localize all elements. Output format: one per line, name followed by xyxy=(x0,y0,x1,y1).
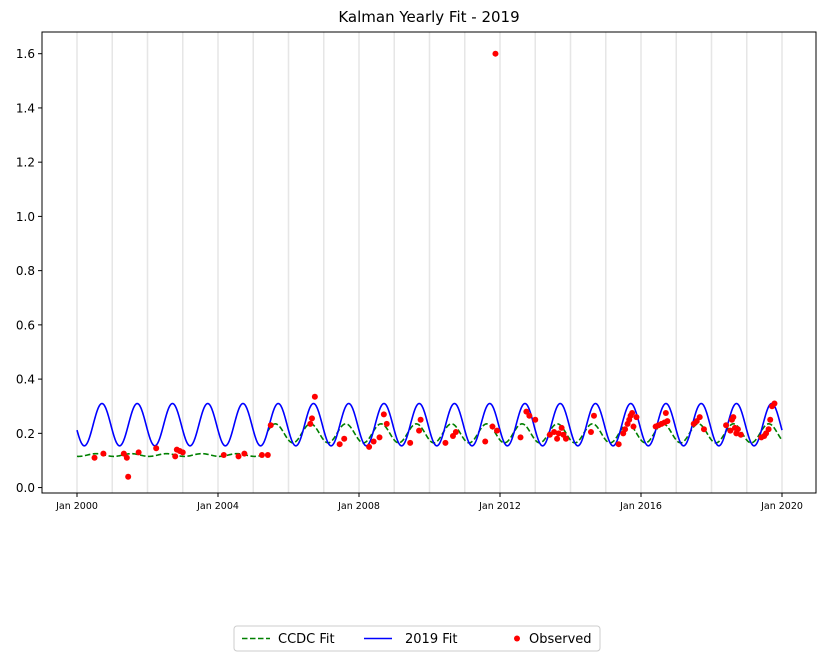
observed-point xyxy=(135,449,142,456)
observed-point xyxy=(730,414,737,421)
chart-title: Kalman Yearly Fit - 2019 xyxy=(338,8,519,26)
observed-point xyxy=(551,428,558,435)
y-tick-label: 0.2 xyxy=(16,427,35,441)
y-tick-label: 1.2 xyxy=(16,156,35,170)
observed-point xyxy=(767,416,774,423)
observed-point xyxy=(555,430,562,437)
observed-point xyxy=(264,452,271,459)
x-tick-label: Jan 2000 xyxy=(55,501,98,512)
observed-point xyxy=(587,428,594,435)
observed-point xyxy=(376,434,383,441)
observed-point xyxy=(172,453,179,460)
observed-point xyxy=(308,415,315,422)
observed-point xyxy=(629,410,636,416)
observed-point xyxy=(153,445,160,452)
observed-point xyxy=(307,420,314,427)
observed-point xyxy=(482,438,489,445)
observed-point xyxy=(700,426,707,433)
observed-point xyxy=(737,431,744,438)
legend: CCDC Fit 2019 Fit Observed xyxy=(233,625,601,652)
y-tick-label: 0.4 xyxy=(16,373,35,387)
observed-point xyxy=(380,411,387,418)
observed-points xyxy=(91,50,778,480)
observed-point xyxy=(442,439,449,446)
observed-point xyxy=(366,443,373,450)
observed-point xyxy=(532,416,539,423)
legend-label-2019-fit: 2019 Fit xyxy=(405,632,457,647)
x-tick-label: Jan 2016 xyxy=(619,501,662,512)
observed-point xyxy=(615,441,622,448)
observed-point xyxy=(407,439,414,446)
observed-point xyxy=(727,427,734,434)
observed-point xyxy=(125,473,132,480)
observed-point xyxy=(416,427,423,434)
observed-point xyxy=(662,410,669,416)
observed-point xyxy=(633,414,640,421)
y-tick-label: 0.8 xyxy=(16,264,35,278)
observed-point xyxy=(696,414,703,421)
x-tick-label: Jan 2012 xyxy=(478,501,521,512)
legend-swatch-observed xyxy=(514,635,520,642)
observed-point xyxy=(100,450,107,457)
observed-point xyxy=(267,422,274,429)
observed-point xyxy=(765,426,772,433)
plot-area-frame xyxy=(41,31,817,494)
ccdc-fit-line xyxy=(76,452,268,458)
observed-point xyxy=(341,435,348,442)
observed-point xyxy=(383,420,390,427)
observed-point xyxy=(590,412,597,419)
y-tick-label: 1.4 xyxy=(16,101,35,115)
observed-point xyxy=(123,454,130,461)
observed-point xyxy=(517,434,524,441)
observed-point xyxy=(771,400,778,407)
observed-point xyxy=(179,449,186,456)
observed-point xyxy=(734,426,741,433)
observed-point xyxy=(494,427,501,434)
observed-point xyxy=(489,423,496,430)
observed-point xyxy=(664,418,671,425)
observed-point xyxy=(562,435,569,442)
observed-point xyxy=(554,435,561,442)
legend-label-observed: Observed xyxy=(529,632,592,647)
observed-point xyxy=(492,50,499,57)
observed-point xyxy=(258,452,265,459)
x-tick-label: Jan 2004 xyxy=(196,501,239,512)
x-tick-label: Jan 2020 xyxy=(760,501,803,512)
observed-point xyxy=(311,393,318,400)
observed-point xyxy=(235,453,242,460)
observed-point xyxy=(241,450,248,457)
legend-label-ccdc: CCDC Fit xyxy=(278,632,335,647)
observed-point xyxy=(370,438,377,445)
year-gridlines xyxy=(76,32,783,493)
legend-box xyxy=(233,625,601,652)
observed-point xyxy=(546,431,553,438)
axes: 0.0 0.2 0.4 0.6 0.8 1.0 1.2 1.4 1.6 Jan 2000 Jan 2… xyxy=(16,47,803,512)
y-tick-label: 1.0 xyxy=(16,210,35,224)
observed-point xyxy=(417,416,424,423)
fit-2019-line xyxy=(76,402,783,447)
y-tick-label: 1.6 xyxy=(16,47,35,61)
observed-point xyxy=(336,441,343,448)
x-tick-label: Jan 2008 xyxy=(337,501,380,512)
observed-point xyxy=(91,454,98,461)
observed-point xyxy=(526,412,533,419)
y-tick-label: 0.0 xyxy=(16,481,35,495)
observed-point xyxy=(723,422,730,429)
observed-point xyxy=(452,428,459,435)
observed-point xyxy=(558,424,565,431)
observed-point xyxy=(622,426,629,433)
observed-point xyxy=(630,423,637,430)
y-tick-label: 0.6 xyxy=(16,318,35,332)
observed-point xyxy=(220,452,227,459)
